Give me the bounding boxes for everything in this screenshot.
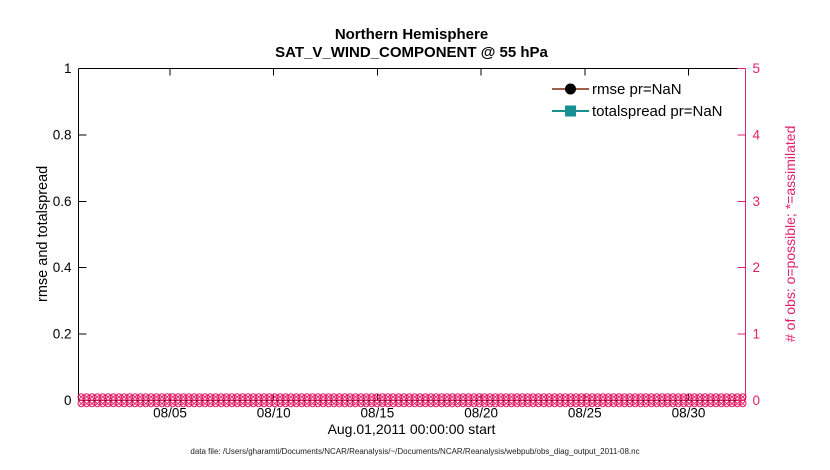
right-axis-ticks: 0 1 2 3 4 5 <box>737 61 761 408</box>
svg-text:08/05: 08/05 <box>153 406 187 421</box>
svg-text:1: 1 <box>64 61 72 76</box>
svg-text:0: 0 <box>753 393 761 408</box>
svg-text:0: 0 <box>64 393 72 408</box>
right-axis-label: # of obs: o=possible; *=assimilated <box>782 125 798 343</box>
x-axis-label: Aug.01,2011 00:00:00 start <box>327 421 496 437</box>
x-axis-ticks: 08/05 08/10 08/15 08/20 08/25 08/30 <box>153 68 706 421</box>
legend-marker-samples <box>552 83 589 117</box>
legend-item-totalspread: totalspread pr=NaN <box>592 103 723 120</box>
svg-text:08/15: 08/15 <box>361 406 395 421</box>
svg-text:0.2: 0.2 <box>53 327 72 342</box>
left-axis-label: rmse and totalspread <box>35 165 51 303</box>
svg-text:08/20: 08/20 <box>464 406 498 421</box>
svg-text:1: 1 <box>753 327 761 342</box>
svg-text:08/30: 08/30 <box>672 406 706 421</box>
left-axis-ticks: 0 0.2 0.4 0.6 0.8 1 <box>53 61 87 408</box>
svg-text:4: 4 <box>753 127 761 142</box>
svg-text:08/10: 08/10 <box>257 406 291 421</box>
svg-text:0.4: 0.4 <box>53 260 72 275</box>
obs-zero-markers <box>77 393 747 408</box>
svg-text:0.8: 0.8 <box>53 127 72 142</box>
svg-text:08/25: 08/25 <box>568 406 602 421</box>
svg-text:2: 2 <box>753 260 761 275</box>
legend-item-rmse: rmse pr=NaN <box>592 81 682 98</box>
chart-title-line1: Northern Hemisphere <box>334 26 489 43</box>
svg-text:0.6: 0.6 <box>53 194 72 209</box>
data-file-caption: data file: /Users/gharamti/Documents/NCA… <box>190 447 640 456</box>
chart-title-line2: SAT_V_WIND_COMPONENT @ 55 hPa <box>275 44 548 61</box>
svg-text:5: 5 <box>753 61 761 76</box>
svg-text:3: 3 <box>753 194 761 209</box>
